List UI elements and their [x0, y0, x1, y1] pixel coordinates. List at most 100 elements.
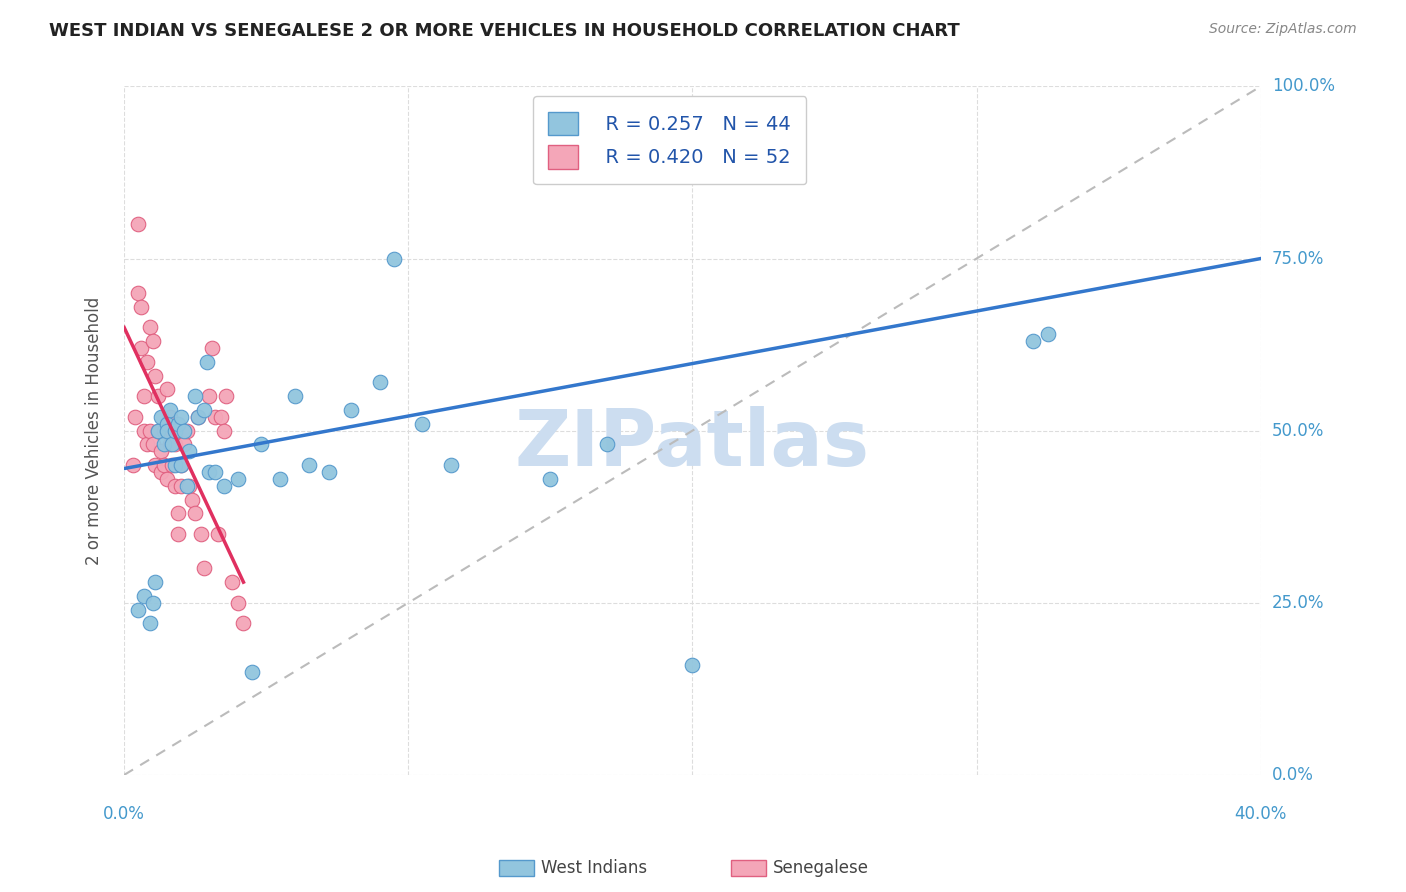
Y-axis label: 2 or more Vehicles in Household: 2 or more Vehicles in Household: [86, 296, 103, 565]
Point: [173, 424, 195, 438]
Point: [127, 603, 149, 617]
Text: WEST INDIAN VS SENEGALESE 2 OR MORE VEHICLES IN HOUSEHOLD CORRELATION CHART: WEST INDIAN VS SENEGALESE 2 OR MORE VEHI…: [49, 22, 960, 40]
Point: [138, 616, 160, 631]
Point: [148, 424, 170, 438]
Point: [165, 424, 187, 438]
Text: ZIPatlas: ZIPatlas: [515, 407, 870, 483]
Point: [596, 437, 619, 451]
Point: [184, 389, 207, 403]
Point: [382, 252, 405, 266]
Point: [179, 479, 201, 493]
Point: [198, 389, 221, 403]
Point: [226, 472, 249, 486]
Point: [159, 409, 181, 424]
Point: [156, 383, 179, 397]
Point: [232, 616, 254, 631]
Point: [173, 437, 195, 451]
Point: [1022, 334, 1045, 348]
Text: 50.0%: 50.0%: [1272, 422, 1324, 440]
Point: [165, 479, 187, 493]
Point: [207, 527, 229, 541]
Point: [187, 409, 209, 424]
Point: [145, 458, 167, 472]
Point: [340, 403, 363, 417]
Point: [167, 527, 190, 541]
Point: [170, 458, 193, 472]
Point: [681, 657, 703, 672]
Point: [129, 300, 152, 314]
Point: [150, 465, 173, 479]
Point: [198, 465, 221, 479]
Point: [538, 472, 561, 486]
Point: [135, 355, 157, 369]
Point: [170, 479, 193, 493]
Point: [170, 458, 193, 472]
Point: [145, 575, 167, 590]
Text: West Indians: West Indians: [541, 859, 647, 877]
Point: [249, 437, 271, 451]
Point: [193, 561, 215, 575]
Text: 75.0%: 75.0%: [1272, 250, 1324, 268]
Point: [368, 376, 391, 390]
Point: [181, 492, 204, 507]
Point: [132, 424, 155, 438]
Point: [150, 409, 173, 424]
Text: 100.0%: 100.0%: [1272, 78, 1334, 95]
Point: [170, 409, 193, 424]
Point: [148, 424, 170, 438]
Point: [318, 465, 340, 479]
Point: [127, 217, 149, 231]
Point: [204, 465, 226, 479]
Point: [127, 285, 149, 300]
Point: [184, 506, 207, 520]
Text: Source: ZipAtlas.com: Source: ZipAtlas.com: [1209, 22, 1357, 37]
Point: [195, 355, 218, 369]
Point: [176, 424, 198, 438]
Point: [132, 589, 155, 603]
Point: [240, 665, 263, 679]
Point: [165, 437, 187, 451]
Text: 0.0%: 0.0%: [1272, 766, 1313, 784]
Point: [150, 444, 173, 458]
Point: [204, 409, 226, 424]
Point: [411, 417, 433, 431]
Text: 25.0%: 25.0%: [1272, 594, 1324, 612]
Point: [132, 389, 155, 403]
Legend:   R = 0.257   N = 44,   R = 0.420   N = 52: R = 0.257 N = 44, R = 0.420 N = 52: [533, 96, 807, 185]
Point: [153, 424, 176, 438]
Point: [148, 389, 170, 403]
Text: Senegalese: Senegalese: [773, 859, 869, 877]
Point: [162, 437, 184, 451]
Text: 0.0%: 0.0%: [103, 805, 145, 823]
Point: [167, 417, 190, 431]
Point: [187, 409, 209, 424]
Point: [193, 403, 215, 417]
Point: [121, 458, 143, 472]
Point: [153, 437, 176, 451]
Point: [162, 424, 184, 438]
Point: [201, 341, 224, 355]
Point: [156, 424, 179, 438]
Point: [124, 409, 146, 424]
Point: [284, 389, 307, 403]
Point: [156, 417, 179, 431]
Point: [226, 596, 249, 610]
Point: [135, 437, 157, 451]
Point: [221, 575, 243, 590]
Point: [162, 458, 184, 472]
Point: [167, 506, 190, 520]
Point: [138, 424, 160, 438]
Point: [209, 409, 232, 424]
Point: [212, 479, 235, 493]
Point: [159, 437, 181, 451]
Point: [298, 458, 321, 472]
Point: [141, 334, 163, 348]
Text: 40.0%: 40.0%: [1234, 805, 1286, 823]
Point: [179, 444, 201, 458]
Point: [212, 424, 235, 438]
Point: [129, 341, 152, 355]
Point: [159, 403, 181, 417]
Point: [141, 437, 163, 451]
Point: [190, 527, 212, 541]
Point: [1036, 327, 1059, 342]
